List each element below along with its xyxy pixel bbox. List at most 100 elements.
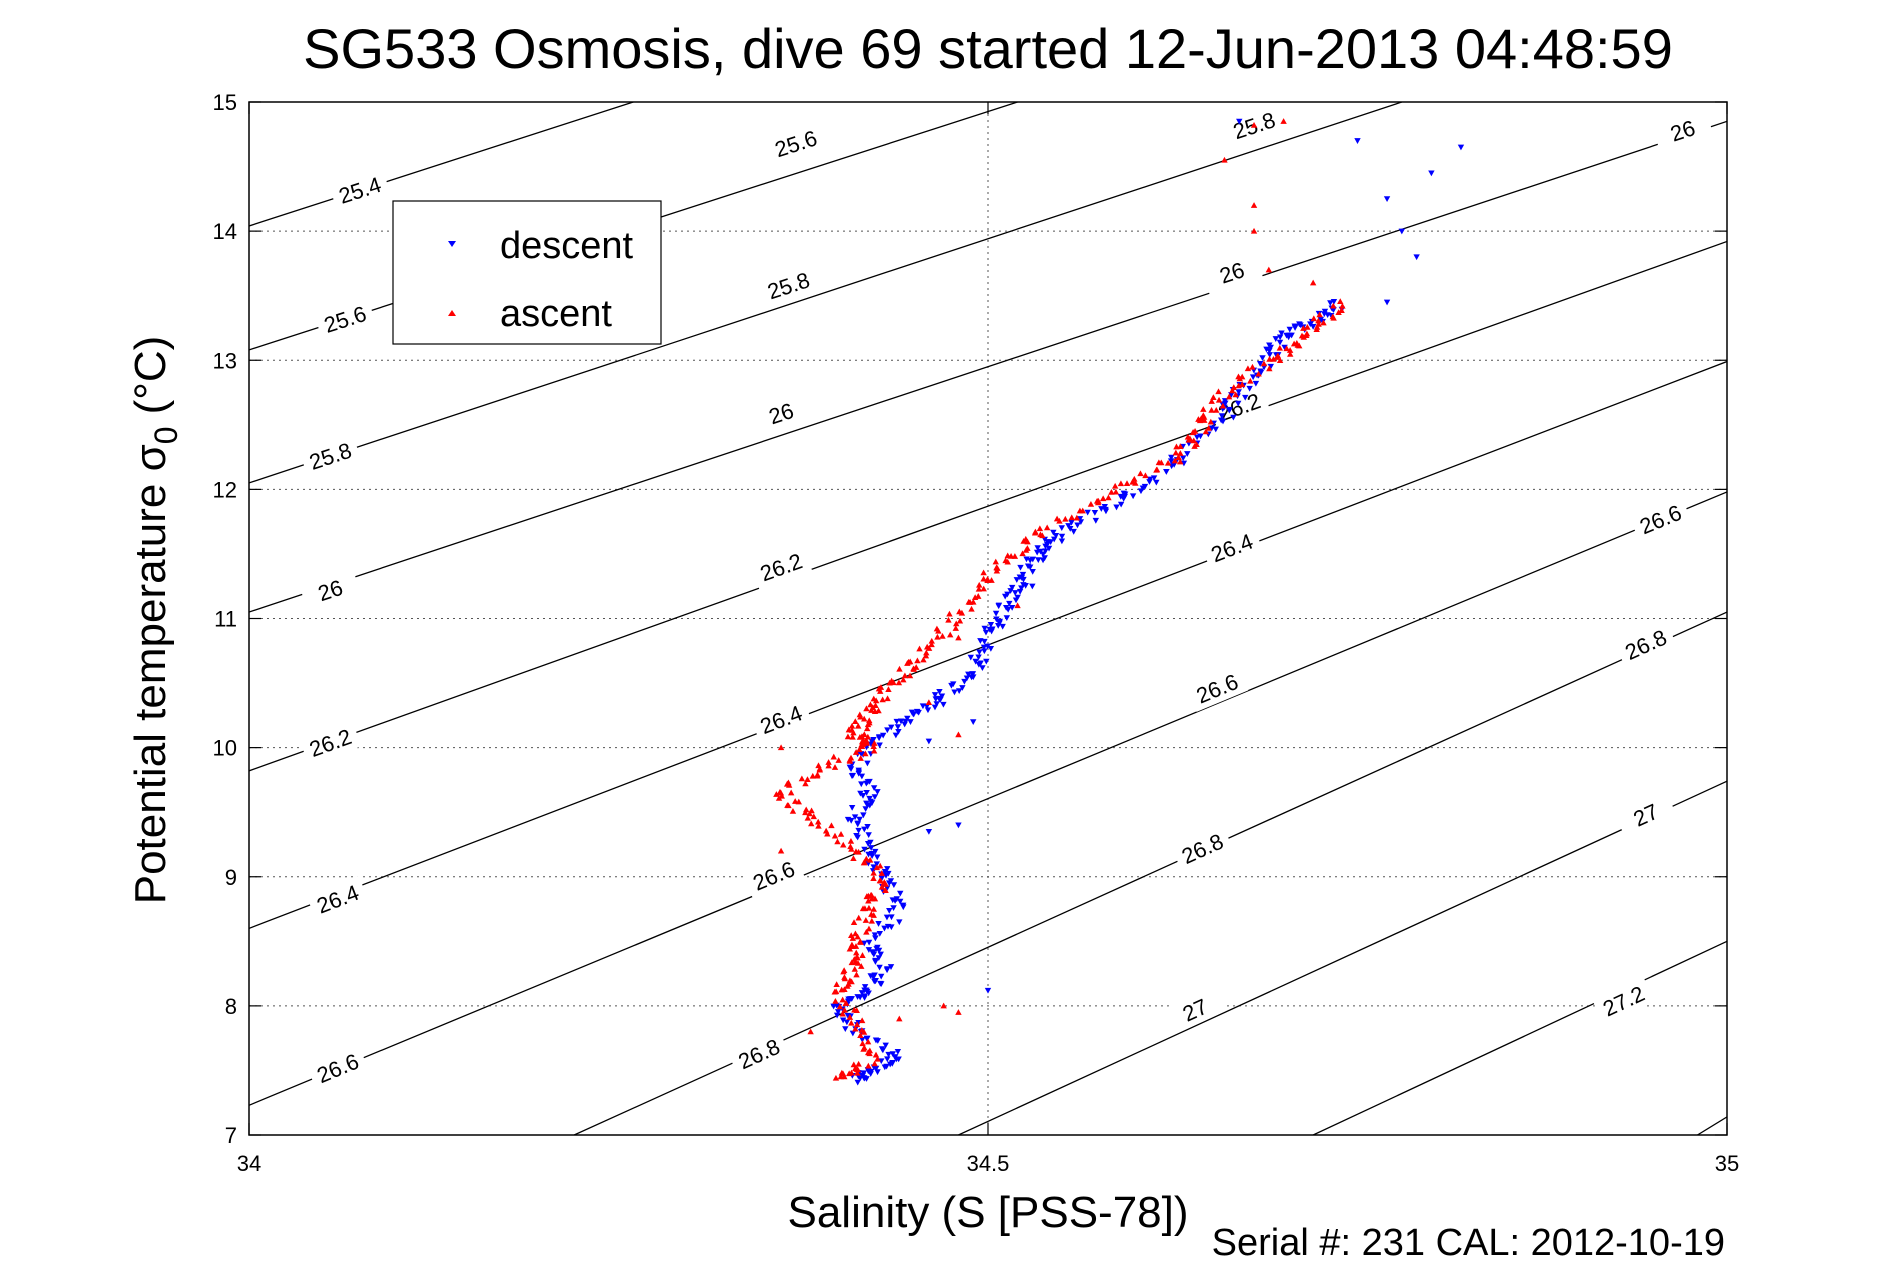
data-point (1079, 507, 1086, 514)
data-point (1058, 538, 1066, 545)
contour-label-gap (742, 851, 805, 900)
data-point (1202, 428, 1210, 435)
data-point (1020, 582, 1027, 588)
data-point (913, 708, 921, 715)
data-point (1092, 517, 1100, 524)
data-point (936, 689, 943, 695)
data-point (871, 932, 879, 939)
data-point (955, 688, 963, 695)
data-point (1117, 501, 1125, 508)
data-point (848, 941, 856, 948)
y-tick-label: 13 (213, 348, 237, 373)
data-point (1265, 266, 1273, 273)
data-point (858, 781, 865, 788)
y-tick-label: 9 (225, 865, 237, 890)
data-point (1033, 549, 1041, 556)
contour-label-gap (328, 167, 391, 212)
data-point (1016, 574, 1024, 581)
data-point (976, 581, 983, 588)
contour-label-gap (306, 875, 369, 922)
data-point (1105, 494, 1112, 501)
density-contour-line (1312, 940, 1727, 1135)
data-point (869, 949, 876, 956)
contour-label-gap (750, 391, 813, 436)
data-point (884, 727, 891, 734)
data-point (1102, 508, 1110, 515)
data-point (1238, 381, 1246, 388)
data-point (1023, 556, 1030, 563)
data-point (1111, 482, 1119, 489)
data-point (1205, 424, 1212, 431)
data-point (1186, 435, 1194, 442)
data-point (1226, 407, 1233, 414)
data-point (938, 693, 946, 700)
data-point (841, 1006, 848, 1013)
data-point (872, 848, 879, 855)
data-point (852, 959, 859, 965)
data-point (855, 1060, 862, 1067)
data-point (914, 657, 921, 664)
data-point (1084, 509, 1091, 516)
data-point (851, 965, 858, 972)
x-tick-label: 35 (1715, 1151, 1739, 1176)
data-point (866, 795, 873, 802)
data-point (1141, 483, 1149, 490)
data-point (825, 762, 832, 769)
data-point (900, 904, 907, 911)
data-point (874, 789, 881, 795)
data-point (878, 875, 885, 882)
data-point (861, 984, 869, 990)
data-point (852, 718, 859, 724)
data-point (1019, 550, 1026, 557)
data-point (992, 610, 1000, 617)
contour-label-gap (314, 297, 377, 341)
data-point (846, 1014, 854, 1020)
data-point (895, 679, 903, 686)
x-tick-label: 34.5 (967, 1151, 1010, 1176)
data-point (848, 804, 856, 811)
data-point (1029, 556, 1037, 563)
data-point (863, 705, 870, 712)
data-point (870, 695, 877, 702)
data-point (965, 671, 972, 678)
data-point (1184, 451, 1191, 457)
data-point (1002, 605, 1010, 611)
data-point (864, 1067, 872, 1073)
data-point (908, 709, 916, 716)
data-point (870, 905, 877, 912)
data-point (1175, 454, 1182, 461)
data-point (987, 621, 995, 628)
data-point (1250, 227, 1258, 234)
data-point (1091, 509, 1099, 516)
data-point (887, 878, 895, 885)
data-point (1041, 536, 1048, 543)
contour-label-gap (1629, 495, 1692, 543)
data-point (1004, 552, 1011, 559)
data-point (1250, 122, 1258, 128)
data-point (900, 676, 907, 683)
data-point (802, 809, 809, 816)
axis-ticks: 34 34.5 35 7 8 9 10 11 12 13 14 15 (213, 90, 1740, 1176)
data-point (872, 1037, 880, 1044)
data-point (1252, 380, 1260, 387)
data-point (825, 759, 832, 765)
data-point (897, 890, 904, 897)
data-point (965, 598, 972, 605)
data-point (843, 1019, 851, 1026)
data-point (1058, 533, 1066, 540)
data-point (1113, 504, 1120, 511)
data-point (910, 665, 917, 672)
data-point (1053, 515, 1061, 522)
data-point (975, 661, 983, 668)
data-point (814, 772, 821, 779)
data-point (1004, 558, 1011, 565)
data-point (777, 744, 785, 751)
data-point (853, 1021, 861, 1028)
data-point (858, 741, 865, 748)
data-point (1398, 228, 1406, 235)
contour-label-gap (299, 567, 362, 613)
data-point (1190, 429, 1197, 435)
data-point (830, 1003, 837, 1010)
contour-label-gap (749, 696, 813, 743)
